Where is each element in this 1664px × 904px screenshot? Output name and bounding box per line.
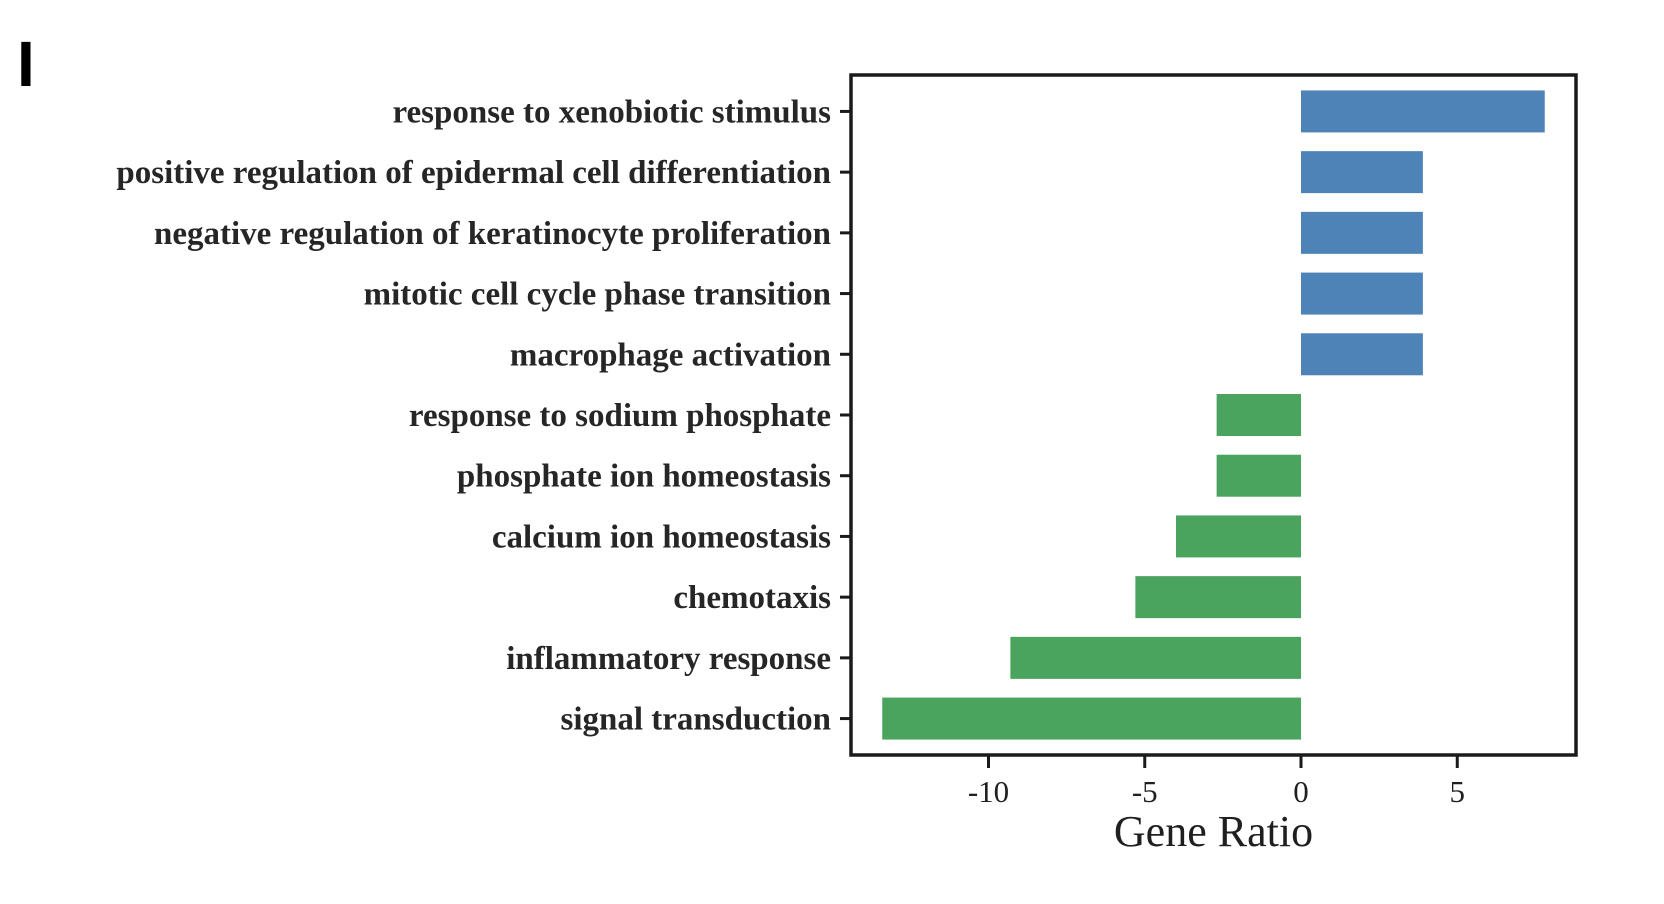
category-label: phosphate ion homeostasis <box>457 459 831 495</box>
category-label: negative regulation of keratinocyte prol… <box>154 216 831 252</box>
bar <box>1216 394 1301 436</box>
bars-group <box>882 90 1545 740</box>
category-label: calcium ion homeostasis <box>492 519 831 555</box>
x-tick-label: -5 <box>1132 774 1158 809</box>
bar <box>1176 515 1301 558</box>
x-tick-label: 5 <box>1450 774 1466 809</box>
bar <box>1216 454 1301 497</box>
x-axis-title: Gene Ratio <box>1114 807 1313 856</box>
bar <box>1301 272 1423 315</box>
x-tick-label: -10 <box>968 774 1009 809</box>
bar <box>1010 636 1301 679</box>
bar <box>1301 90 1545 133</box>
category-label: macrophage activation <box>510 337 831 373</box>
bar <box>1301 151 1423 194</box>
category-label: inflammatory response <box>506 641 831 677</box>
bar <box>1301 211 1423 254</box>
category-label: mitotic cell cycle phase transition <box>364 277 831 313</box>
category-label: response to xenobiotic stimulus <box>392 94 831 130</box>
bar <box>1135 576 1301 619</box>
panel-label: I <box>17 28 35 100</box>
category-label: signal transduction <box>561 702 831 738</box>
x-tick-label: 0 <box>1293 774 1309 809</box>
category-label: response to sodium phosphate <box>409 398 831 434</box>
y-axis: response to xenobiotic stimulus positive … <box>116 94 851 738</box>
category-label: positive regulation of epidermal cell di… <box>116 155 831 191</box>
category-label: chemotaxis <box>673 580 831 616</box>
chart-plot-area: response to xenobiotic stimulus positive … <box>116 73 1578 856</box>
x-axis: -10 -5 0 5 <box>968 755 1465 809</box>
bar <box>882 697 1301 740</box>
bar <box>1301 333 1423 376</box>
